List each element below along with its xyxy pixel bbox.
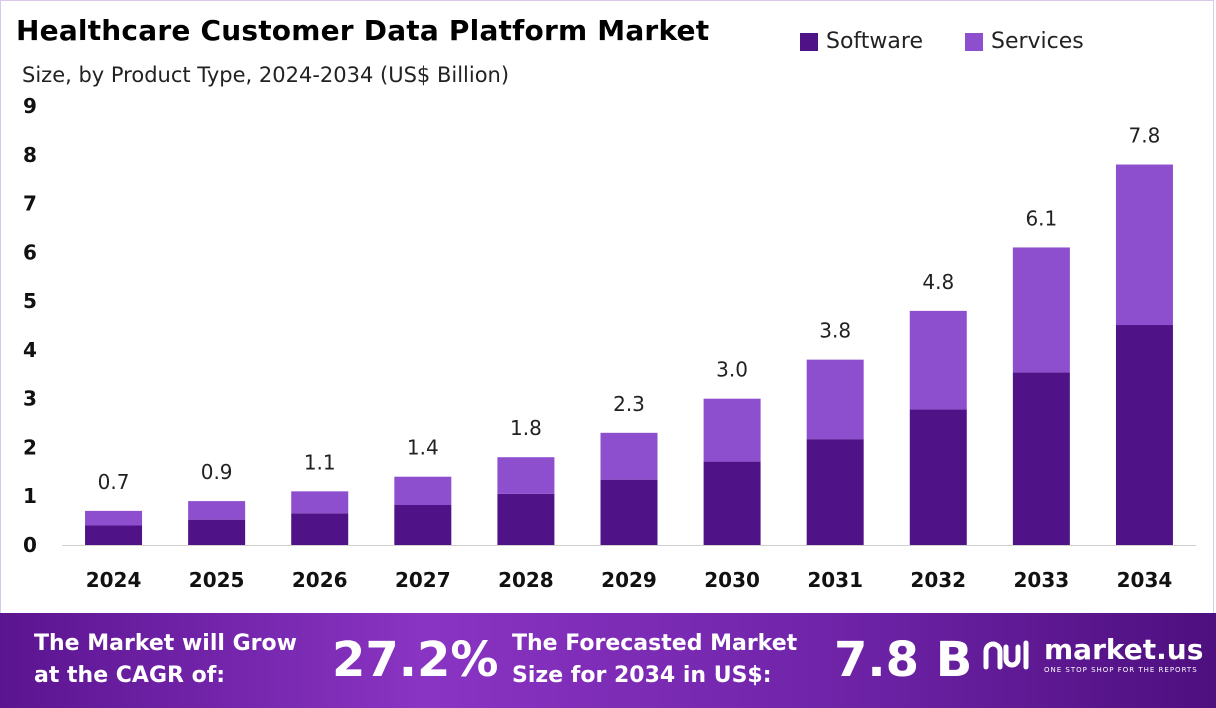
bar-software-2031 (806, 439, 864, 545)
x-tick-label: 2029 (601, 568, 657, 592)
x-tick-label: 2033 (1014, 568, 1070, 592)
bar-software-2028 (497, 493, 555, 545)
y-tick-label: 0 (23, 533, 37, 557)
x-tick-label: 2030 (704, 568, 760, 592)
bar-software-2032 (909, 409, 967, 545)
bar-services-2026 (291, 491, 349, 514)
y-tick-label: 1 (23, 484, 37, 508)
x-tick-label: 2027 (395, 568, 451, 592)
bar-services-2027 (394, 476, 452, 506)
y-tick-label: 9 (23, 94, 37, 118)
bar-total-label: 1.1 (304, 450, 336, 474)
y-tick-label: 5 (23, 289, 37, 313)
y-tick-label: 8 (23, 143, 37, 167)
bar-total-label: 2.3 (613, 392, 645, 416)
bar-total-label: 0.9 (201, 460, 233, 484)
bar-software-2030 (703, 461, 761, 545)
forecast-label-line2: Size for 2034 in US$: (512, 663, 772, 688)
y-tick-label: 2 (23, 435, 37, 459)
legend-swatch-software (800, 32, 818, 51)
bar-software-2033 (1012, 372, 1070, 545)
legend-label-services: Services (990, 29, 1084, 54)
legend-item-software: Software (800, 29, 923, 54)
chart-title: Healthcare Customer Data Platform Market (16, 14, 710, 47)
forecast-value: 7.8 B (834, 632, 973, 688)
y-tick-label: 4 (23, 338, 37, 362)
x-tick-label: 2026 (292, 568, 348, 592)
bar-services-2032 (909, 310, 967, 410)
bar-total-label: 1.4 (407, 436, 439, 460)
x-tick-label: 2031 (807, 568, 863, 592)
forecast-label: The Forecasted Market Size for 2034 in U… (512, 628, 797, 692)
bar-total-label: 0.7 (98, 470, 130, 494)
x-tick-label: 2024 (86, 568, 142, 592)
chart-subtitle: Size, by Product Type, 2024-2034 (US$ Bi… (22, 63, 510, 87)
y-tick-label: 7 (23, 192, 37, 216)
bar-services-2028 (497, 457, 555, 494)
market-us-logo-icon (983, 640, 1029, 670)
bar-software-2027 (394, 505, 452, 545)
bar-software-2025 (188, 519, 246, 545)
x-tick-label: 2032 (910, 568, 966, 592)
bar-services-2031 (806, 359, 864, 440)
brand-name: market.us (1044, 633, 1204, 666)
bar-services-2024 (85, 510, 143, 526)
bar-services-2033 (1012, 247, 1070, 373)
chart-legend: Software Services (800, 29, 1084, 54)
cagr-label-line1: The Market will Grow (34, 631, 297, 656)
bar-total-label: 7.8 (1129, 124, 1161, 148)
y-tick-label: 3 (23, 387, 37, 411)
legend-swatch-services (964, 32, 983, 51)
bar-services-2034 (1115, 164, 1173, 326)
cagr-value: 27.2% (332, 632, 499, 688)
forecast-label-line1: The Forecasted Market (512, 631, 798, 656)
x-tick-label: 2034 (1117, 568, 1173, 592)
bar-services-2029 (600, 432, 658, 480)
brand-tagline: ONE STOP SHOP FOR THE REPORTS (1044, 666, 1198, 674)
legend-label-software: Software (826, 29, 923, 54)
bar-total-label: 3.8 (819, 319, 851, 343)
bar-services-2025 (188, 501, 246, 520)
bar-chart: 0 1 2 3 4 5 6 7 8 9 0.7 2024 0.9 2025 1.1 2026 1.4 2027 1.… (23, 94, 1196, 592)
y-tick-label: 6 (23, 240, 37, 264)
footer-banner: The Market will Grow at the CAGR of: 27.… (0, 613, 1216, 708)
bar-software-2029 (600, 479, 658, 545)
x-tick-label: 2028 (498, 568, 554, 592)
bar-software-2034 (1115, 325, 1173, 545)
x-tick-label: 2025 (189, 568, 245, 592)
bar-software-2026 (291, 513, 349, 545)
bar-total-label: 1.8 (510, 416, 542, 440)
bar-services-2030 (703, 398, 761, 462)
bar-software-2024 (85, 525, 143, 545)
bar-total-label: 6.1 (1025, 206, 1057, 230)
legend-item-services: Services (964, 29, 1084, 54)
bar-total-label: 4.8 (922, 270, 954, 294)
bar-total-label: 3.0 (716, 358, 748, 382)
cagr-label-line2: at the CAGR of: (34, 663, 226, 688)
cagr-label: The Market will Grow at the CAGR of: (34, 628, 297, 692)
brand-logo: market.us ONE STOP SHOP FOR THE REPORTS (982, 635, 1203, 675)
